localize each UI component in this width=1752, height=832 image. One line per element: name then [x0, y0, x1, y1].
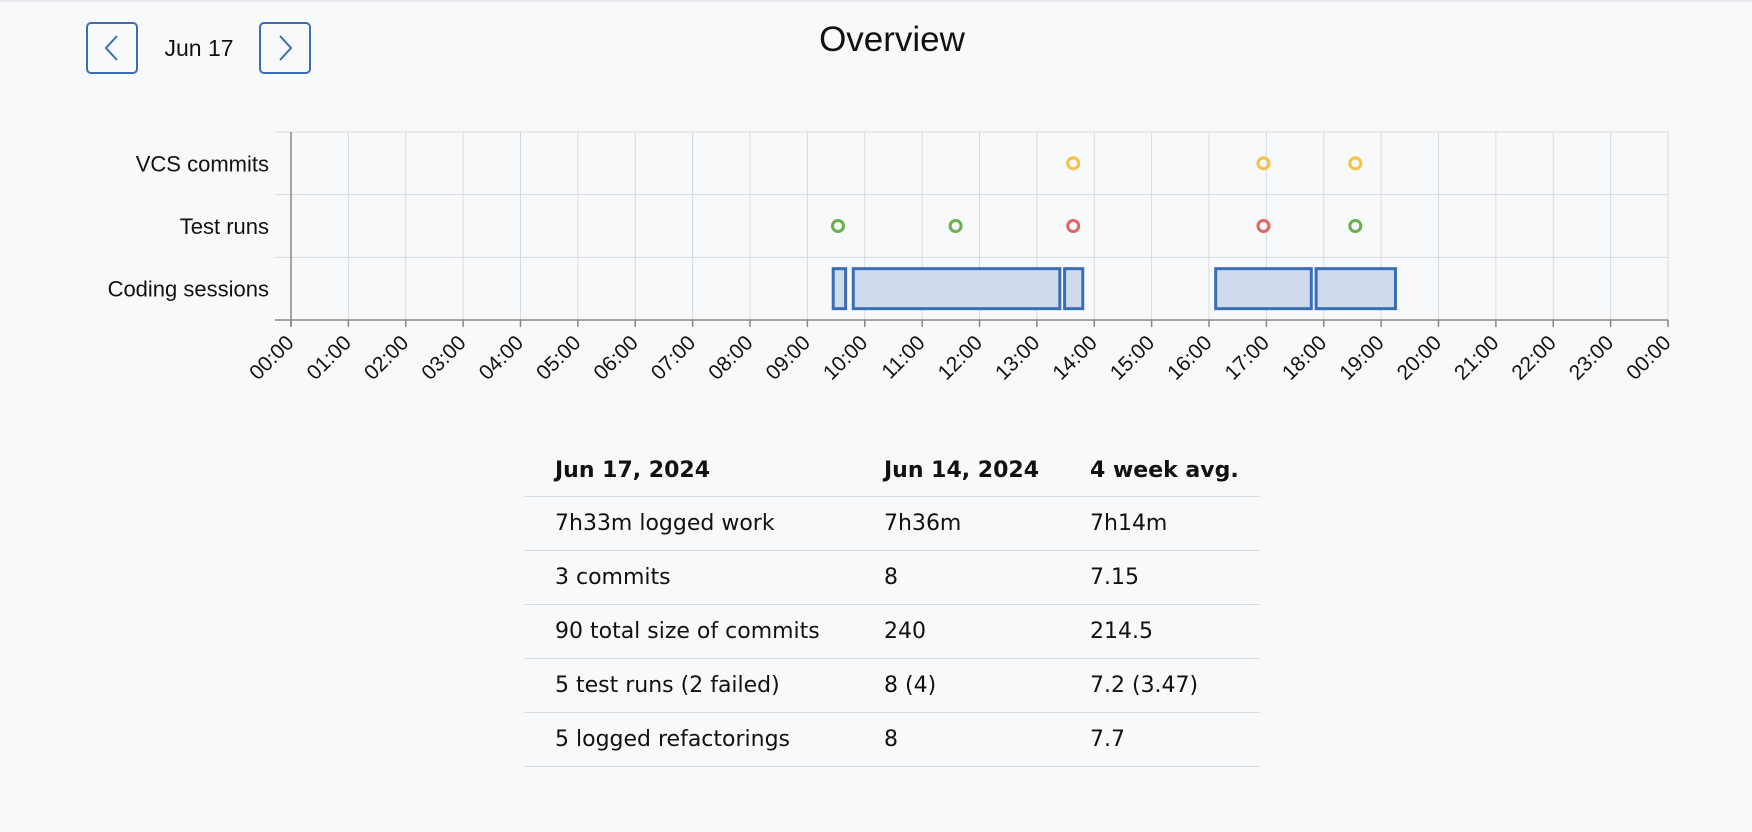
- previous-day-button[interactable]: [86, 22, 138, 74]
- coding-session-bar: [1063, 267, 1085, 311]
- x-tick-label: 20:00: [1393, 331, 1446, 384]
- x-tick-label: 15:00: [1106, 331, 1159, 384]
- x-tick-label: 12:00: [934, 331, 987, 384]
- x-tick-label: 08:00: [704, 331, 757, 384]
- next-day-button[interactable]: [259, 22, 311, 74]
- x-tick-label: 10:00: [819, 331, 872, 384]
- top-border: [0, 0, 1752, 2]
- x-tick-label: 17:00: [1220, 331, 1273, 384]
- test-run-failed-marker: [1066, 219, 1081, 233]
- test-run-passed-marker: [830, 219, 845, 233]
- stats-cell: 8: [853, 712, 1059, 767]
- x-tick-label: 02:00: [360, 331, 413, 384]
- chevron-right-icon: [279, 35, 293, 61]
- commit-marker: [1256, 156, 1271, 171]
- coding-session-bar: [1314, 267, 1397, 311]
- x-tick-label: 18:00: [1278, 331, 1331, 384]
- test-run-passed-marker: [948, 219, 963, 233]
- x-tick-label: 05:00: [532, 331, 585, 384]
- current-date: Jun 17: [164, 35, 234, 61]
- x-tick-label: 07:00: [647, 331, 700, 384]
- x-tick-label: 14:00: [1048, 331, 1101, 384]
- x-tick-label: 04:00: [475, 331, 528, 384]
- page-title: Overview: [819, 20, 965, 59]
- stats-row-commit-size: 90 total size of commits 240 214.5: [524, 604, 1260, 659]
- commit-marker: [1348, 156, 1363, 171]
- stats-cell: 3 commits: [524, 550, 853, 605]
- stats-cell: 7.7: [1059, 712, 1260, 767]
- commit-marker: [1066, 156, 1081, 171]
- x-tick-label: 22:00: [1507, 331, 1560, 384]
- stats-row-test-runs: 5 test runs (2 failed) 8 (4) 7.2 (3.47): [524, 658, 1260, 713]
- x-tick-label: 11:00: [877, 331, 929, 383]
- stats-table: Jun 17, 2024 Jun 14, 2024 4 week avg. 7h…: [524, 444, 1260, 767]
- stats-cell: 7h14m: [1059, 496, 1260, 551]
- stats-row-commits: 3 commits 8 7.15: [524, 550, 1260, 605]
- stats-row-refactorings: 5 logged refactorings 8 7.7: [524, 712, 1260, 767]
- activity-timeline-chart: 00:00 01:00 02:00 03:00 04:00 05:00 06:00 07:00…: [108, 131, 1676, 385]
- stats-cell: 214.5: [1059, 604, 1260, 659]
- coding-session-bar: [1214, 267, 1313, 311]
- coding-session-bar: [851, 267, 1062, 311]
- stats-header-average: 4 week avg.: [1059, 444, 1260, 497]
- stats-cell: 7h33m logged work: [524, 496, 853, 551]
- x-tick-label: 16:00: [1163, 331, 1216, 384]
- stats-cell: 8: [853, 550, 1059, 605]
- x-tick-label: 01:00: [302, 331, 355, 384]
- stats-cell: 7.2 (3.47): [1059, 658, 1260, 713]
- stats-cell: 90 total size of commits: [524, 604, 853, 659]
- x-tick-label: 23:00: [1565, 331, 1618, 384]
- stats-cell: 7.15: [1059, 550, 1260, 605]
- stats-header-row: Jun 17, 2024 Jun 14, 2024 4 week avg.: [524, 444, 1260, 497]
- coding-session-bar: [831, 267, 848, 311]
- stats-cell: 8 (4): [853, 658, 1059, 713]
- test-run-failed-marker: [1256, 219, 1271, 233]
- chevron-left-icon: [104, 35, 118, 61]
- stats-header-previous: Jun 14, 2024: [853, 444, 1059, 497]
- row-label: VCS commits: [136, 151, 269, 176]
- stats-cell: 7h36m: [853, 496, 1059, 551]
- stats-cell: 240: [853, 604, 1059, 659]
- row-label: Coding sessions: [108, 277, 269, 302]
- x-tick-label: 03:00: [417, 331, 470, 384]
- stats-header-today: Jun 17, 2024: [524, 444, 853, 497]
- x-tick-label: 00:00: [245, 331, 298, 384]
- row-label: Test runs: [180, 214, 269, 239]
- test-run-passed-marker: [1348, 219, 1363, 233]
- x-tick-label: 00:00: [1622, 331, 1675, 384]
- stats-cell: 5 test runs (2 failed): [524, 658, 853, 713]
- x-tick-label: 13:00: [991, 331, 1044, 384]
- x-tick-label: 06:00: [589, 331, 642, 384]
- x-tick-label: 19:00: [1335, 331, 1388, 384]
- x-tick-label: 09:00: [761, 331, 814, 384]
- x-tick-label: 21:00: [1450, 331, 1503, 384]
- stats-cell: 5 logged refactorings: [524, 712, 853, 767]
- stats-row-logged-work: 7h33m logged work 7h36m 7h14m: [524, 496, 1260, 551]
